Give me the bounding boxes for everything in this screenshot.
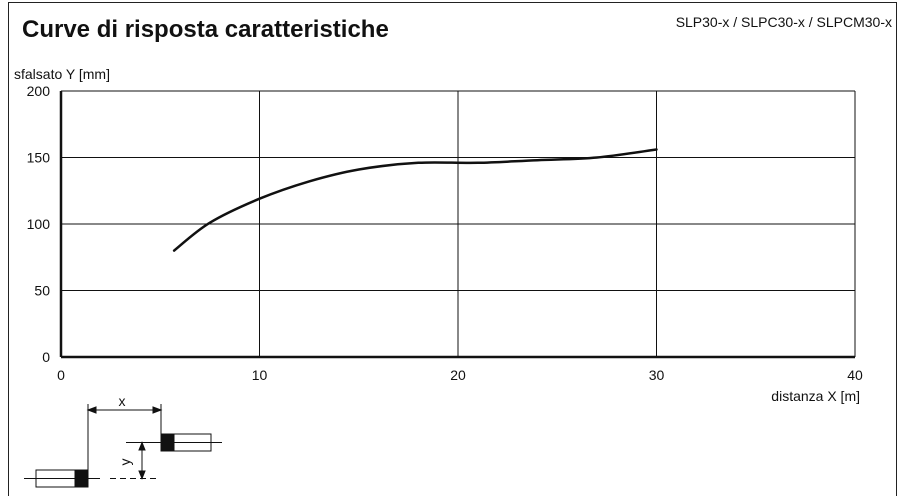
diagram-y-label: y: [117, 459, 133, 466]
y-tick-label-100: 100: [27, 216, 51, 232]
frame: [8, 2, 897, 496]
chart-title: Curve di risposta caratteristiche: [22, 16, 389, 43]
x-axis-label: distanza X [m]: [771, 388, 860, 404]
series-line-0: [172, 148, 658, 252]
axes: [59, 91, 855, 359]
y-tick-label-150: 150: [27, 150, 51, 166]
y-tick-label-0: 0: [42, 349, 50, 365]
x-tick-label-0: 0: [57, 367, 65, 383]
x-arrow-right: [152, 406, 163, 414]
y-arrow-top: [138, 441, 146, 451]
y-tick-label-50: 50: [34, 283, 50, 299]
grid: [61, 90, 856, 357]
y-axis-label: sfalsato Y [mm]: [14, 66, 110, 82]
x-arrow-left: [86, 406, 97, 414]
x-tick-label-30: 30: [649, 367, 665, 383]
tick-labels: 0 10 20 30 40 0 50 100 150 200: [27, 83, 863, 383]
x-tick-label-40: 40: [847, 367, 863, 383]
x-tick-label-20: 20: [450, 367, 466, 383]
y-tick-label-200: 200: [27, 83, 51, 99]
x-tick-label-10: 10: [252, 367, 268, 383]
y-arrow-bottom: [138, 470, 146, 480]
series-group: [172, 148, 658, 252]
sensor-offset-diagram: [24, 404, 222, 488]
diagram-x-label: x: [119, 393, 126, 409]
chart-subtitle: SLP30-x / SLPC30-x / SLPCM30-x: [675, 14, 892, 30]
